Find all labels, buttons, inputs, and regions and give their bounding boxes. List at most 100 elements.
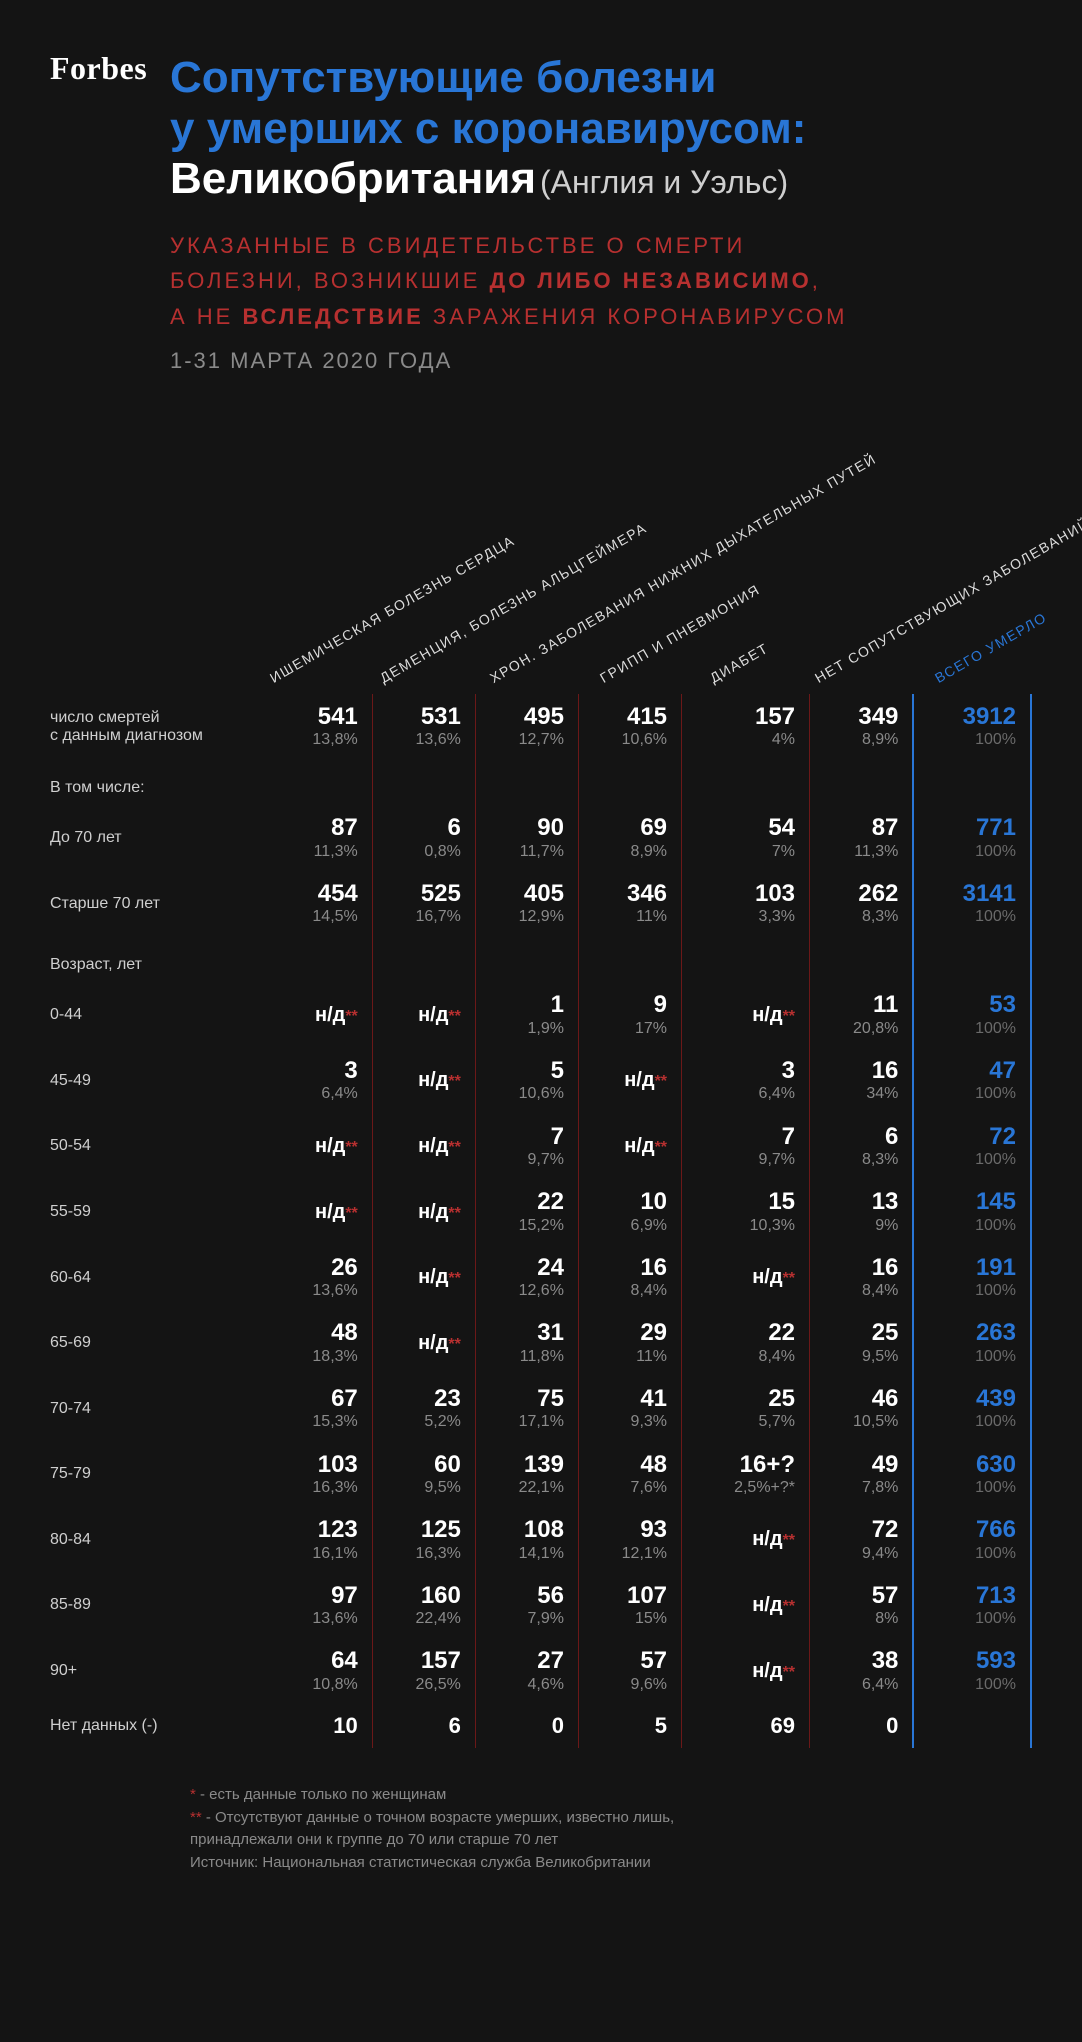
footnote-2b: принадлежали они к группе до 70 или стар… bbox=[190, 1829, 1032, 1852]
data-cell: 9713,6% bbox=[270, 1573, 372, 1639]
data-cell: 10814,1% bbox=[475, 1507, 578, 1573]
total-cell: 3141100% bbox=[913, 871, 1031, 937]
empty-cell bbox=[682, 759, 810, 805]
data-cell: 45414,5% bbox=[270, 871, 372, 937]
data-cell: 4610,5% bbox=[810, 1376, 914, 1442]
data-cell: 1033,3% bbox=[682, 871, 810, 937]
data-cell: 3111,8% bbox=[475, 1310, 578, 1376]
data-cell: 68,3% bbox=[810, 1114, 914, 1180]
data-cell: н/д** bbox=[578, 1048, 681, 1114]
row-label: число смертейс данным диагнозом bbox=[50, 694, 270, 760]
total-cell: 53100% bbox=[913, 982, 1031, 1048]
data-cell: 168,4% bbox=[578, 1245, 681, 1311]
data-cell: 79,7% bbox=[475, 1114, 578, 1180]
data-cell: 10 bbox=[270, 1704, 372, 1748]
data-cell: 497,8% bbox=[810, 1442, 914, 1508]
data-cell: 259,5% bbox=[810, 1310, 914, 1376]
data-cell: 54113,8% bbox=[270, 694, 372, 760]
row-label: 75-79 bbox=[50, 1442, 270, 1508]
total-cell: 3912100% bbox=[913, 694, 1031, 760]
empty-cell bbox=[475, 936, 578, 982]
data-cell: 8711,3% bbox=[270, 805, 372, 871]
column-header: НЕТ СОПУТСТВУЮЩИХ ЗАБОЛЕВАНИЙ bbox=[812, 515, 1082, 686]
data-cell: н/д** bbox=[270, 982, 372, 1048]
data-cell: 6715,3% bbox=[270, 1376, 372, 1442]
row-label: Нет данных (-) bbox=[50, 1704, 270, 1748]
data-cell: 41510,6% bbox=[578, 694, 681, 760]
data-cell: 2628,3% bbox=[810, 871, 914, 937]
data-cell: н/д** bbox=[372, 1114, 475, 1180]
empty-cell bbox=[270, 759, 372, 805]
data-cell: н/д** bbox=[372, 1179, 475, 1245]
data-cell: н/д** bbox=[270, 1179, 372, 1245]
title-line2: у умерших с коронавирусом: bbox=[170, 104, 1032, 155]
row-label: 45-49 bbox=[50, 1048, 270, 1114]
total-cell: 263100% bbox=[913, 1310, 1031, 1376]
row-label: 0-44 bbox=[50, 982, 270, 1048]
data-cell: 69 bbox=[682, 1704, 810, 1748]
data-cell: н/д** bbox=[372, 1310, 475, 1376]
data-cell: 13922,1% bbox=[475, 1442, 578, 1508]
empty-cell bbox=[913, 759, 1031, 805]
total-cell: 713100% bbox=[913, 1573, 1031, 1639]
row-label: 50-54 bbox=[50, 1114, 270, 1180]
data-cell: 547% bbox=[682, 805, 810, 871]
total-cell: 47100% bbox=[913, 1048, 1031, 1114]
data-cell: 6 bbox=[372, 1704, 475, 1748]
data-cell: 729,4% bbox=[810, 1507, 914, 1573]
data-cell: н/д** bbox=[682, 1245, 810, 1311]
empty-cell bbox=[578, 759, 681, 805]
data-cell: 579,6% bbox=[578, 1638, 681, 1704]
row-label: 85-89 bbox=[50, 1573, 270, 1639]
data-cell: н/д** bbox=[682, 1507, 810, 1573]
empty-cell bbox=[682, 936, 810, 982]
row-label: 80-84 bbox=[50, 1507, 270, 1573]
data-cell: 53113,6% bbox=[372, 694, 475, 760]
data-cell: 106,9% bbox=[578, 1179, 681, 1245]
empty-cell bbox=[810, 936, 914, 982]
row-label: 70-74 bbox=[50, 1376, 270, 1442]
empty-cell bbox=[913, 936, 1031, 982]
data-cell: 2613,6% bbox=[270, 1245, 372, 1311]
footnote-1: - есть данные только по женщинам bbox=[196, 1786, 446, 1803]
data-cell: 5 bbox=[578, 1704, 681, 1748]
footnotes: * - есть данные только по женщинам ** - … bbox=[190, 1784, 1032, 1874]
data-cell: 12516,3% bbox=[372, 1507, 475, 1573]
data-cell: 4818,3% bbox=[270, 1310, 372, 1376]
data-cell: 10316,3% bbox=[270, 1442, 372, 1508]
data-cell: 8711,3% bbox=[810, 805, 914, 871]
data-cell: 3498,9% bbox=[810, 694, 914, 760]
title-region: (Англия и Уэльс) bbox=[540, 164, 788, 200]
total-cell: 145100% bbox=[913, 1179, 1031, 1245]
total-cell: 593100% bbox=[913, 1638, 1031, 1704]
data-cell: 34611% bbox=[578, 871, 681, 937]
data-cell: 12316,1% bbox=[270, 1507, 372, 1573]
total-cell: 630100% bbox=[913, 1442, 1031, 1508]
data-cell: 40512,9% bbox=[475, 871, 578, 937]
data-cell: 168,4% bbox=[810, 1245, 914, 1311]
total-cell: 72100% bbox=[913, 1114, 1031, 1180]
data-cell: 36,4% bbox=[682, 1048, 810, 1114]
data-cell: 510,6% bbox=[475, 1048, 578, 1114]
empty-cell bbox=[372, 759, 475, 805]
data-cell: 578% bbox=[810, 1573, 914, 1639]
row-label: До 70 лет bbox=[50, 805, 270, 871]
desc-t1: УКАЗАННЫЕ В СВИДЕТЕЛЬСТВЕ О СМЕРТИ bbox=[170, 233, 745, 258]
row-label: 90+ bbox=[50, 1638, 270, 1704]
data-cell: 52516,7% bbox=[372, 871, 475, 937]
data-cell: 1574% bbox=[682, 694, 810, 760]
data-cell: н/д** bbox=[682, 1573, 810, 1639]
data-cell: 9312,1% bbox=[578, 1507, 681, 1573]
data-cell: н/д** bbox=[682, 1638, 810, 1704]
data-cell: 2215,2% bbox=[475, 1179, 578, 1245]
data-cell: 1120,8% bbox=[810, 982, 914, 1048]
data-cell: н/д** bbox=[372, 1245, 475, 1311]
data-cell: 36,4% bbox=[270, 1048, 372, 1114]
data-cell: 228,4% bbox=[682, 1310, 810, 1376]
empty-cell bbox=[372, 936, 475, 982]
column-headers: ИШЕМИЧЕСКАЯ БОЛЕЗНЬ СЕРДЦАДЕМЕНЦИЯ, БОЛЕ… bbox=[50, 434, 1032, 694]
empty-cell bbox=[475, 759, 578, 805]
data-cell: 6410,8% bbox=[270, 1638, 372, 1704]
row-label: 65-69 bbox=[50, 1310, 270, 1376]
section-label: Возраст, лет bbox=[50, 936, 270, 982]
